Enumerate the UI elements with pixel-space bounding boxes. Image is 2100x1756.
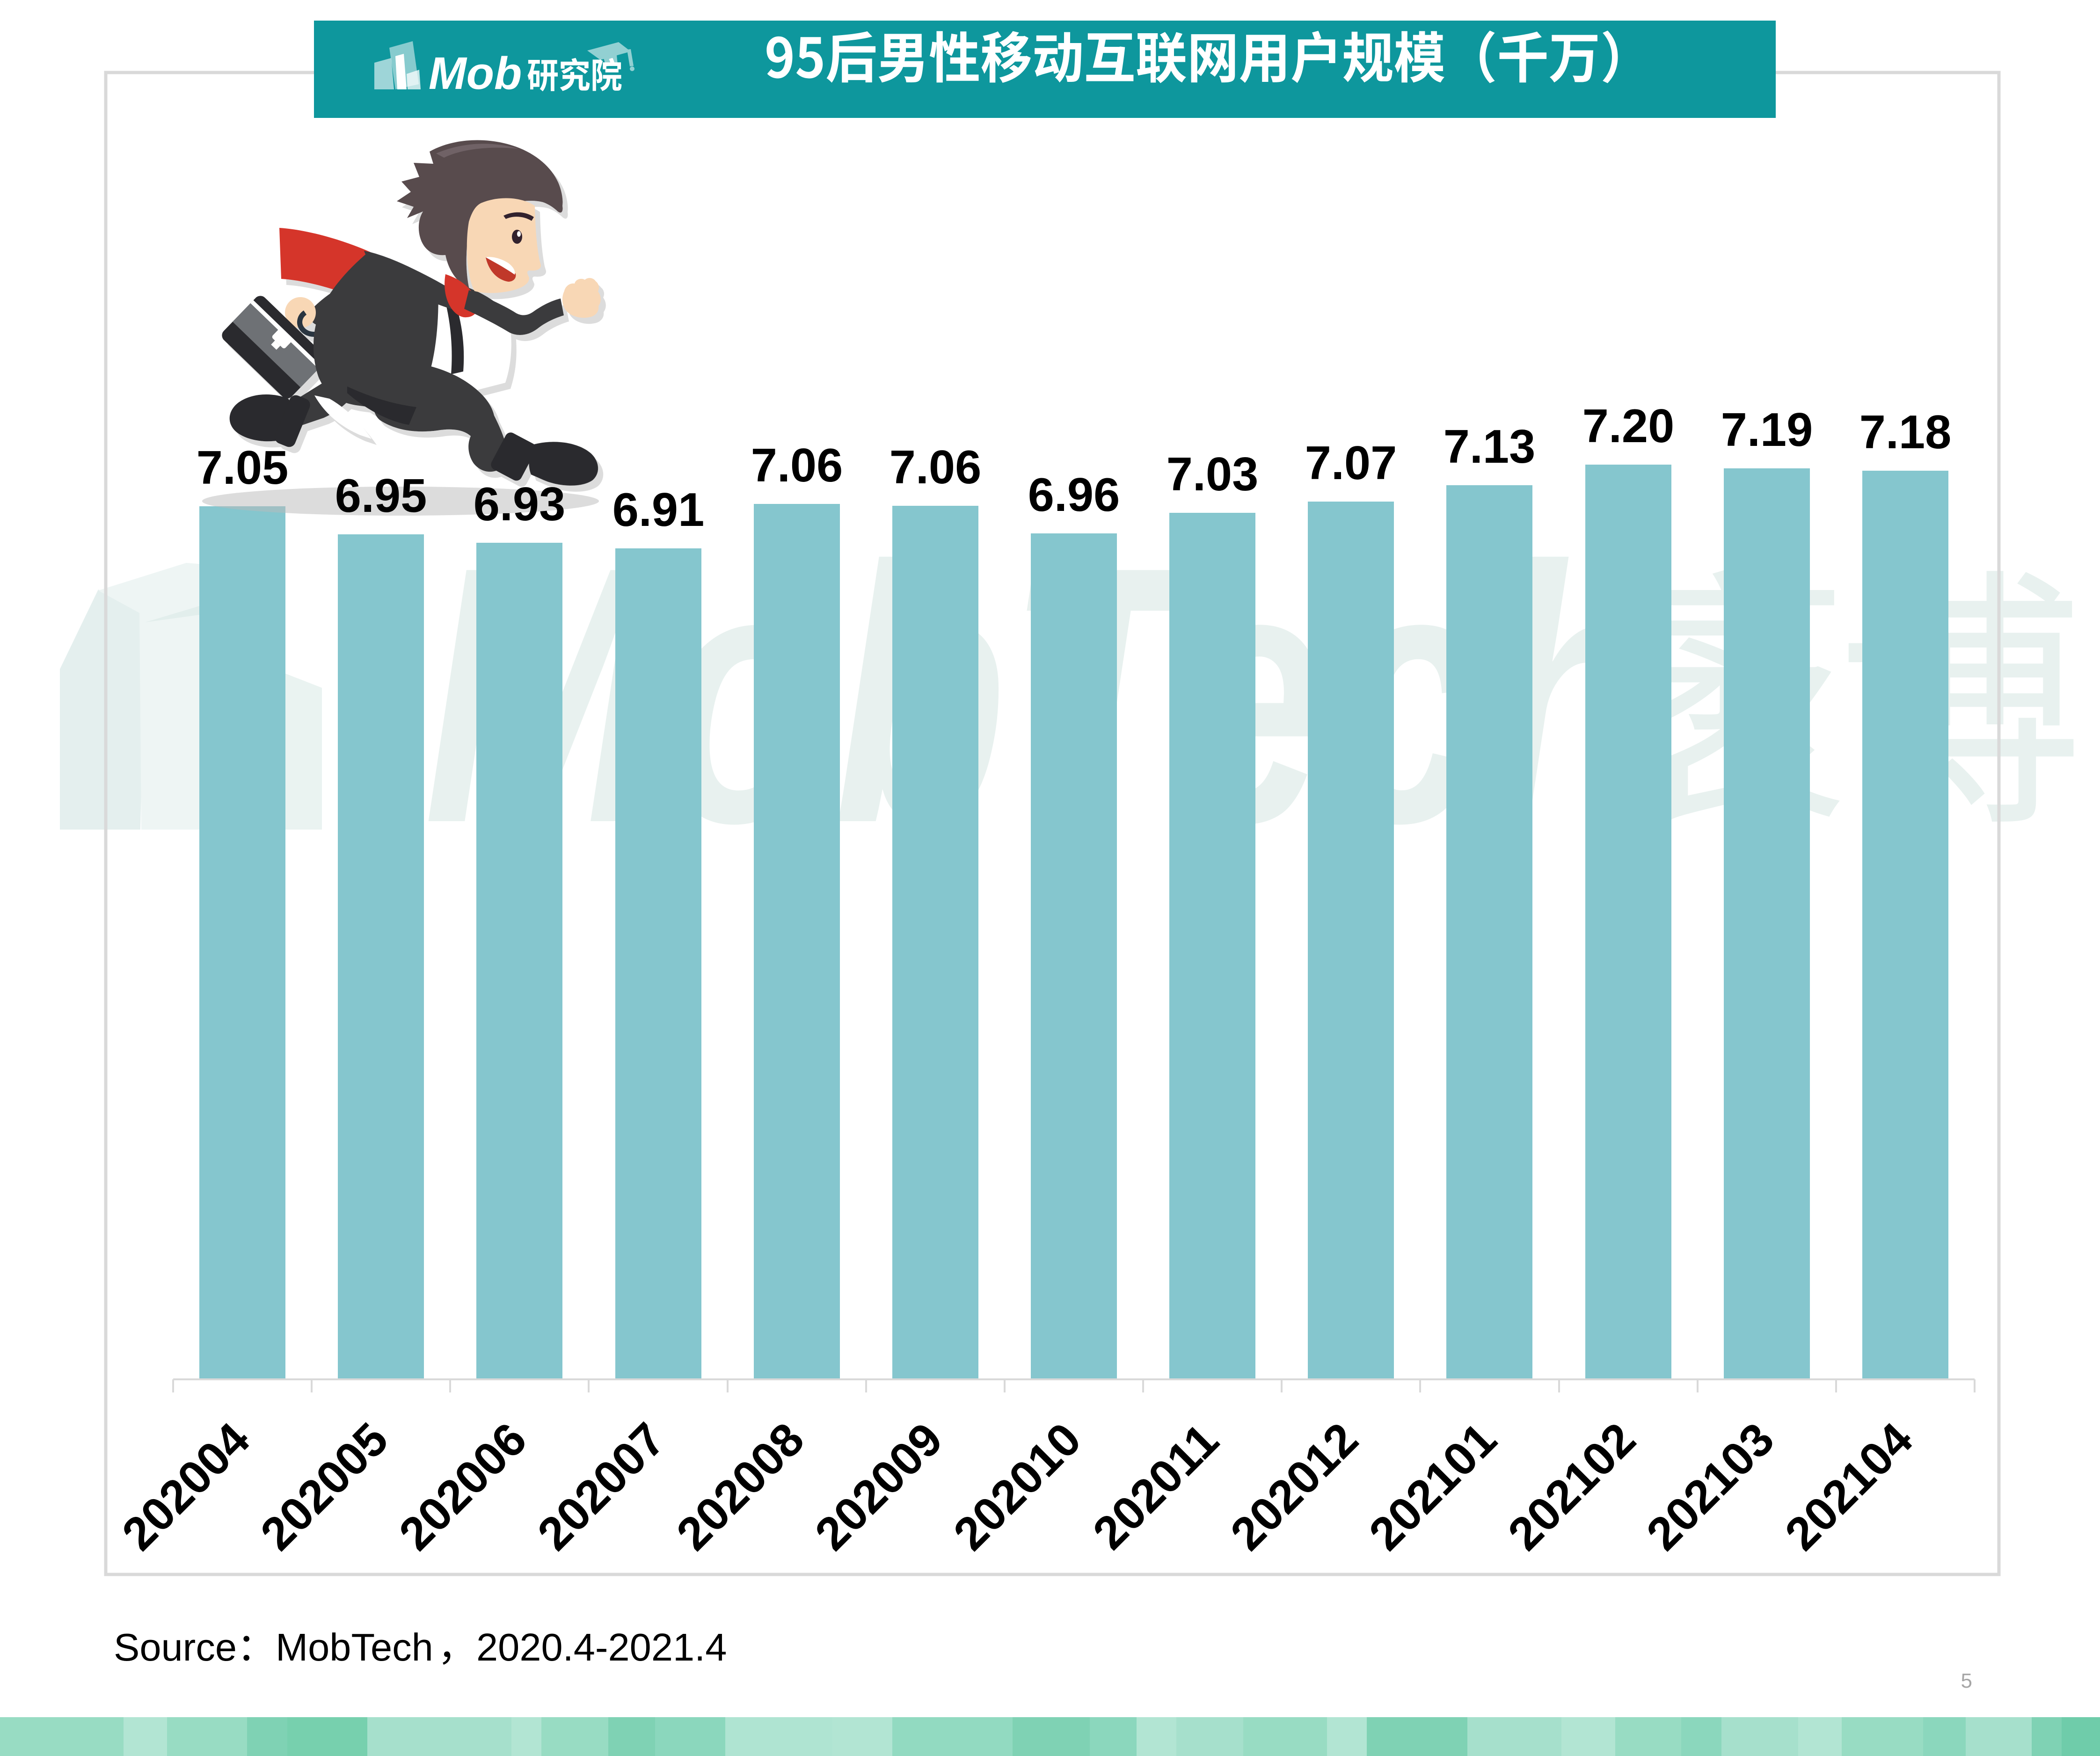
svg-text:7.06: 7.06 [890,441,982,494]
svg-text:7.05: 7.05 [197,442,289,494]
svg-text:7.18: 7.18 [1859,406,1952,459]
svg-text:7.20: 7.20 [1582,400,1675,452]
svg-text:6.93: 6.93 [474,478,566,531]
svg-text:5: 5 [1961,1669,1972,1692]
svg-text:7.06: 7.06 [751,439,843,492]
svg-text:6.95: 6.95 [335,470,427,522]
svg-text:2020.4-2021.4: 2020.4-2021.4 [476,1625,727,1669]
svg-text:7.19: 7.19 [1721,404,1813,456]
svg-text:MobTech: MobTech [276,1625,433,1669]
svg-text:6.91: 6.91 [612,484,705,536]
svg-text:7.13: 7.13 [1444,421,1536,473]
svg-text:6.96: 6.96 [1028,469,1120,521]
svg-text:Mob: Mob [429,48,522,99]
svg-text:7.07: 7.07 [1305,437,1397,489]
svg-text:7.03: 7.03 [1167,448,1259,501]
svg-text:Source: Source [114,1625,237,1669]
